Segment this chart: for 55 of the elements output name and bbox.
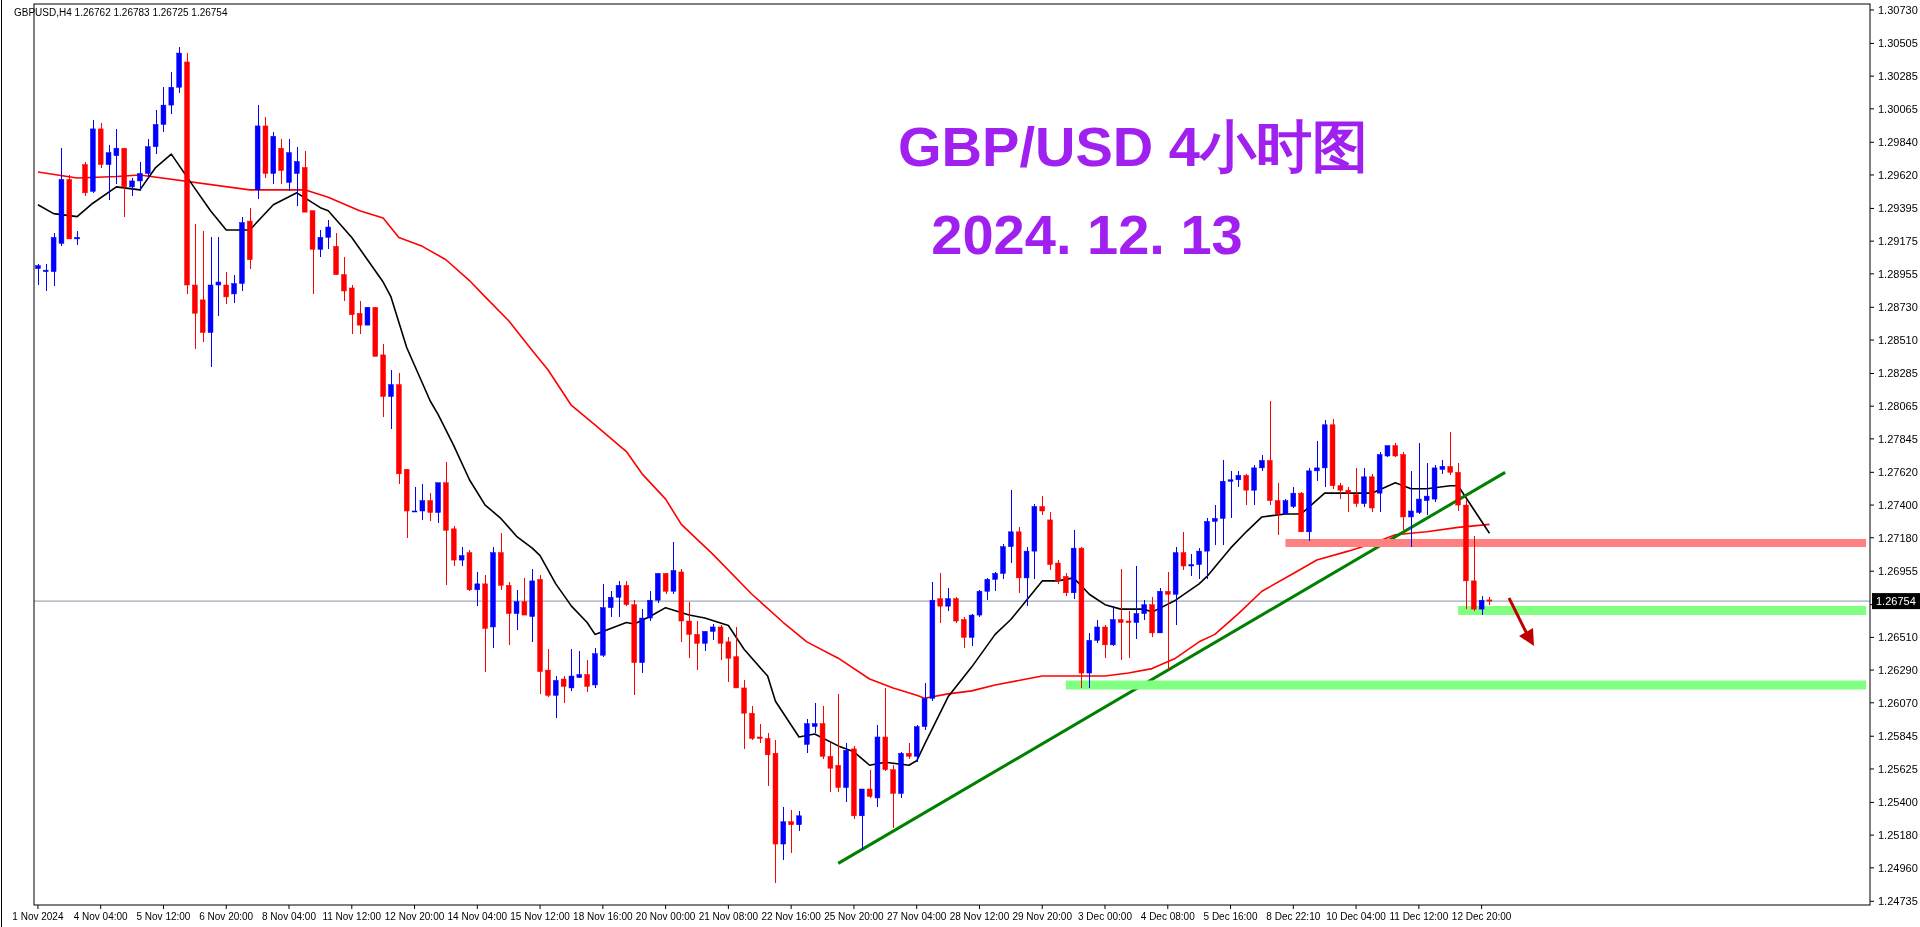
annotation: GBPUSD,H4 1.26762 1.26783 1.26725 1.26754	[14, 7, 228, 18]
x-tick-label: 18 Nov 16:00	[573, 911, 634, 922]
y-tick-label: 1.26955	[1878, 565, 1918, 578]
y-tick-label: 1.26070	[1878, 696, 1918, 709]
y-tick-label: 1.25845	[1878, 730, 1918, 743]
x-tick-label: 11 Dec 12:00	[1389, 911, 1449, 922]
x-tick-label: 11 Nov 12:00	[322, 911, 382, 922]
x-tick-label: 28 Nov 12:00	[949, 911, 1010, 922]
y-tick-label: 1.26510	[1878, 631, 1918, 644]
subtitle: 2024. 12. 13	[931, 203, 1243, 266]
title: GBP/USD 4小时图	[898, 115, 1368, 178]
x-tick-label: 12 Dec 20:00	[1451, 911, 1512, 922]
y-tick-label: 1.29395	[1878, 202, 1918, 215]
y-tick-label: 1.30505	[1878, 37, 1918, 50]
x-tick-label: 10 Dec 04:00	[1326, 911, 1387, 922]
y-tick-label: 1.27180	[1878, 531, 1918, 544]
ref-line-label: 1.26754	[1876, 595, 1916, 608]
x-tick-label: 4 Nov 04:00	[73, 911, 129, 922]
y-tick-label: 1.29175	[1878, 235, 1918, 248]
x-tick-label: 5 Dec 16:00	[1203, 911, 1258, 922]
x-tick-label: 5 Nov 12:00	[136, 911, 191, 922]
y-tick-label: 1.25180	[1878, 829, 1918, 842]
y-tick-label: 1.30730	[1878, 3, 1918, 16]
x-tick-label: 1 Nov 2024	[12, 911, 64, 922]
y-tick-label: 1.28955	[1878, 267, 1918, 280]
x-tick-label: 22 Nov 16:00	[761, 911, 822, 922]
x-tick-label: 20 Nov 00:00	[635, 911, 696, 922]
y-tick-label: 1.29840	[1878, 136, 1918, 149]
x-tick-label: 4 Dec 08:00	[1140, 911, 1196, 922]
y-tick-label: 1.28065	[1878, 400, 1918, 413]
x-tick-label: 25 Nov 20:00	[824, 911, 885, 922]
y-tick-label: 1.24960	[1878, 861, 1918, 874]
y-tick-label: 1.27620	[1878, 466, 1918, 479]
y-tick-label: 1.27400	[1878, 499, 1918, 512]
x-tick-label: 14 Nov 04:00	[447, 911, 508, 922]
x-tick-label: 12 Nov 20:00	[384, 911, 445, 922]
y-tick-label: 1.24735	[1878, 895, 1918, 908]
x-tick-label: 29 Nov 20:00	[1012, 911, 1073, 922]
y-tick-label: 1.26290	[1878, 664, 1918, 677]
y-tick-label: 1.28730	[1878, 301, 1918, 314]
x-tick-label: 27 Nov 04:00	[886, 911, 947, 922]
x-tick-label: 21 Nov 08:00	[698, 911, 759, 922]
y-tick-label: 1.30065	[1878, 102, 1918, 115]
y-tick-label: 1.30285	[1878, 70, 1918, 83]
x-tick-label: 3 Dec 00:00	[1078, 911, 1133, 922]
y-tick-label: 1.28285	[1878, 367, 1918, 380]
y-tick-label: 1.25400	[1878, 796, 1918, 809]
y-tick-label: 1.27845	[1878, 432, 1918, 445]
x-tick-label: 6 Nov 20:00	[199, 911, 254, 922]
x-tick-label: 8 Dec 22:10	[1266, 911, 1321, 922]
y-tick-label: 1.28510	[1878, 334, 1918, 347]
y-tick-label: 1.25625	[1878, 762, 1918, 775]
x-tick-label: 15 Nov 12:00	[510, 911, 571, 922]
y-tick-label: 1.29620	[1878, 168, 1918, 181]
x-tick-label: 8 Nov 04:00	[262, 911, 317, 922]
